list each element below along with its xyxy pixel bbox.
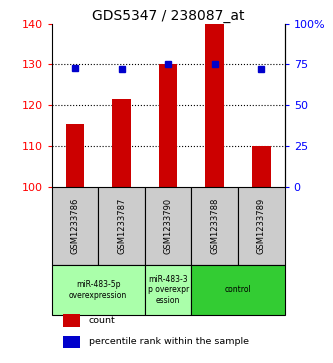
Bar <box>159 64 177 187</box>
Text: GSM1233787: GSM1233787 <box>117 197 126 254</box>
Bar <box>63 336 80 348</box>
Bar <box>145 187 191 265</box>
Bar <box>252 146 271 187</box>
Text: GSM1233789: GSM1233789 <box>257 197 266 254</box>
Bar <box>205 24 224 187</box>
Text: percentile rank within the sample: percentile rank within the sample <box>89 337 249 346</box>
Bar <box>238 187 285 265</box>
Bar <box>98 187 145 265</box>
Bar <box>191 265 285 315</box>
Bar <box>191 187 238 265</box>
Bar <box>52 187 98 265</box>
Text: miR-483-3
p overexpr
ession: miR-483-3 p overexpr ession <box>148 275 189 305</box>
Text: GSM1233790: GSM1233790 <box>164 197 173 254</box>
Text: GSM1233788: GSM1233788 <box>210 197 219 254</box>
Text: miR-483-5p
overexpression: miR-483-5p overexpression <box>69 280 127 299</box>
Text: control: control <box>225 285 251 294</box>
Title: GDS5347 / 238087_at: GDS5347 / 238087_at <box>92 9 244 23</box>
Bar <box>112 99 131 187</box>
Bar <box>145 265 191 315</box>
Text: GSM1233786: GSM1233786 <box>70 197 80 254</box>
Bar <box>63 314 80 327</box>
Bar <box>66 123 84 187</box>
Text: count: count <box>89 316 116 325</box>
Bar <box>52 265 145 315</box>
